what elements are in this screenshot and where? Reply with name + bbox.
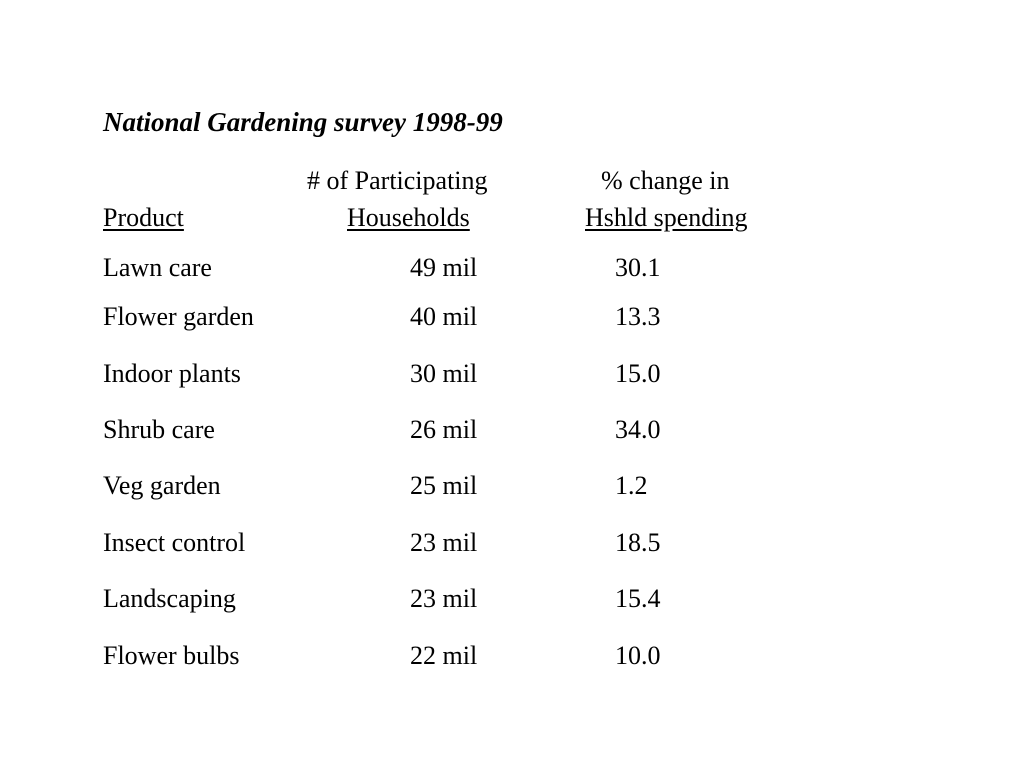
product-cell: Shrub care <box>103 415 215 444</box>
households-cell: 23 mil <box>410 528 478 557</box>
product-cell: Flower bulbs <box>103 641 240 670</box>
households-cell: 23 mil <box>410 584 478 613</box>
households-cell: 49 mil <box>410 253 478 282</box>
change-cell: 15.4 <box>615 584 661 613</box>
product-cell: Insect control <box>103 528 246 557</box>
households-header-line2: Households <box>347 203 470 232</box>
households-cell: 25 mil <box>410 471 478 500</box>
change-cell: 13.3 <box>615 302 661 331</box>
spending-header-line1: % change in <box>601 166 730 195</box>
change-cell: 10.0 <box>615 641 661 670</box>
product-cell: Indoor plants <box>103 359 241 388</box>
product-cell: Lawn care <box>103 253 212 282</box>
households-cell: 40 mil <box>410 302 478 331</box>
change-cell: 34.0 <box>615 415 661 444</box>
households-cell: 30 mil <box>410 359 478 388</box>
product-header: Product <box>103 203 184 232</box>
households-header-line1: # of Participating <box>307 166 488 195</box>
spending-header-line2: Hshld spending <box>585 203 748 232</box>
product-cell: Landscaping <box>103 584 236 613</box>
change-cell: 15.0 <box>615 359 661 388</box>
change-cell: 30.1 <box>615 253 661 282</box>
product-cell: Flower garden <box>103 302 254 331</box>
slide-title: National Gardening survey 1998-99 <box>103 107 503 137</box>
change-cell: 18.5 <box>615 528 661 557</box>
product-cell: Veg garden <box>103 471 221 500</box>
households-cell: 26 mil <box>410 415 478 444</box>
households-cell: 22 mil <box>410 641 478 670</box>
change-cell: 1.2 <box>615 471 648 500</box>
